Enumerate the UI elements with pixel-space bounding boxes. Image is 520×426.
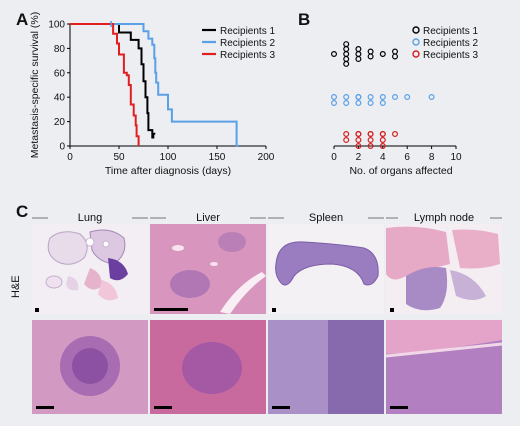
legend-marker [412, 26, 420, 34]
spleen-high-mag-image [268, 320, 384, 414]
legend-marker [412, 50, 420, 58]
series-line [70, 23, 239, 147]
x-tick-label: 0 [67, 152, 73, 163]
data-point [355, 143, 362, 150]
y-tick-label: 0 [59, 142, 65, 153]
scale-bar-spleen-low [272, 308, 276, 312]
legend-label: Recipients 2 [423, 38, 478, 49]
x-axis-title: Time after diagnosis (days) [105, 165, 231, 177]
panel-letter-c: C [16, 202, 29, 221]
data-point [367, 53, 374, 60]
liver-low-mag-image [150, 224, 266, 314]
x-tick-label: 10 [450, 152, 462, 163]
scale-bar-lymph-low [390, 308, 394, 312]
legend-label: Recipients 1 [423, 26, 478, 37]
data-point [343, 93, 350, 100]
liver-high-mag-image [150, 320, 266, 414]
y-tick-label: 40 [54, 93, 66, 104]
panel-letter-b: B [298, 10, 311, 29]
data-point [355, 130, 362, 137]
data-point [355, 93, 362, 100]
data-point [404, 93, 411, 100]
data-point [355, 136, 362, 143]
survival-chart: 0 20 40 60 80 100 0 50 100 150 200 Time after diagn… [29, 12, 275, 177]
data-point [367, 93, 374, 100]
data-point [343, 130, 350, 137]
data-point [355, 55, 362, 62]
x-tick-label: 6 [404, 152, 410, 163]
col-title-spleen: Spleen [308, 212, 344, 224]
legend-label: Recipients 1 [220, 26, 275, 37]
col-title-lymph-node: Lymph node [413, 212, 475, 224]
panel-letter-a: A [16, 10, 29, 29]
spleen-low-mag-image [268, 224, 384, 314]
organs-dotplot: 0 2 4 6 8 10 No. of organs affected Recipients … [331, 26, 478, 177]
x-tick-label: 8 [429, 152, 435, 163]
data-point [355, 99, 362, 106]
col-title-lung: Lung [77, 212, 103, 224]
data-point [343, 99, 350, 106]
y-axis-title: Metastasis-specific survival (%) [29, 12, 41, 158]
data-point [391, 53, 398, 60]
x-tick-label: 100 [160, 152, 177, 163]
data-point [391, 130, 398, 137]
scale-bar-spleen-high [272, 406, 290, 409]
lymph-node-high-mag-image [386, 320, 502, 414]
scale-bar-lung-high [36, 406, 54, 409]
data-point [367, 130, 374, 137]
figure-frame: A B C 0 20 40 60 80 100 0 50 100 150 200 Time after… [2, 2, 516, 422]
col-title-liver: Liver [196, 212, 220, 224]
y-tick-label: 60 [54, 68, 66, 79]
scale-bar-liver-high [154, 406, 172, 409]
data-point [367, 99, 374, 106]
series-line [70, 23, 156, 139]
data-point [379, 130, 386, 137]
y-tick-label: 80 [54, 44, 66, 55]
y-tick-label: 100 [48, 20, 65, 31]
x-tick-label: 50 [113, 152, 125, 163]
lung-high-mag-image [32, 320, 148, 414]
legend-label: Recipients 3 [423, 50, 478, 61]
data-point [331, 99, 338, 106]
data-point [343, 136, 350, 143]
data-point [367, 143, 374, 150]
data-point [428, 93, 435, 100]
data-point [379, 99, 386, 106]
data-point [331, 93, 338, 100]
data-point [379, 136, 386, 143]
x-tick-label: 200 [258, 152, 275, 163]
data-point [379, 50, 386, 57]
series-line [70, 23, 140, 146]
x-tick-label: 0 [331, 152, 337, 163]
legend-label: Recipients 3 [220, 50, 275, 61]
legend-label: Recipients 2 [220, 38, 275, 49]
scale-bar-lung-low [35, 308, 39, 312]
data-point [391, 93, 398, 100]
column-header-rules [32, 217, 502, 219]
data-point [367, 136, 374, 143]
lymph-node-low-mag-image [386, 224, 502, 314]
data-point [379, 93, 386, 100]
x-tick-label: 4 [380, 152, 386, 163]
x-axis-title: No. of organs affected [349, 165, 452, 177]
scale-bar-liver-low [154, 308, 188, 311]
legend-marker [412, 38, 420, 46]
y-tick-label: 20 [54, 117, 66, 128]
x-tick-label: 150 [209, 152, 226, 163]
lung-low-mag-image [32, 224, 148, 314]
x-tick-label: 2 [356, 152, 362, 163]
data-point [343, 60, 350, 67]
data-point [379, 143, 386, 150]
data-point [331, 50, 338, 57]
scale-bar-lymph-high [390, 406, 408, 409]
